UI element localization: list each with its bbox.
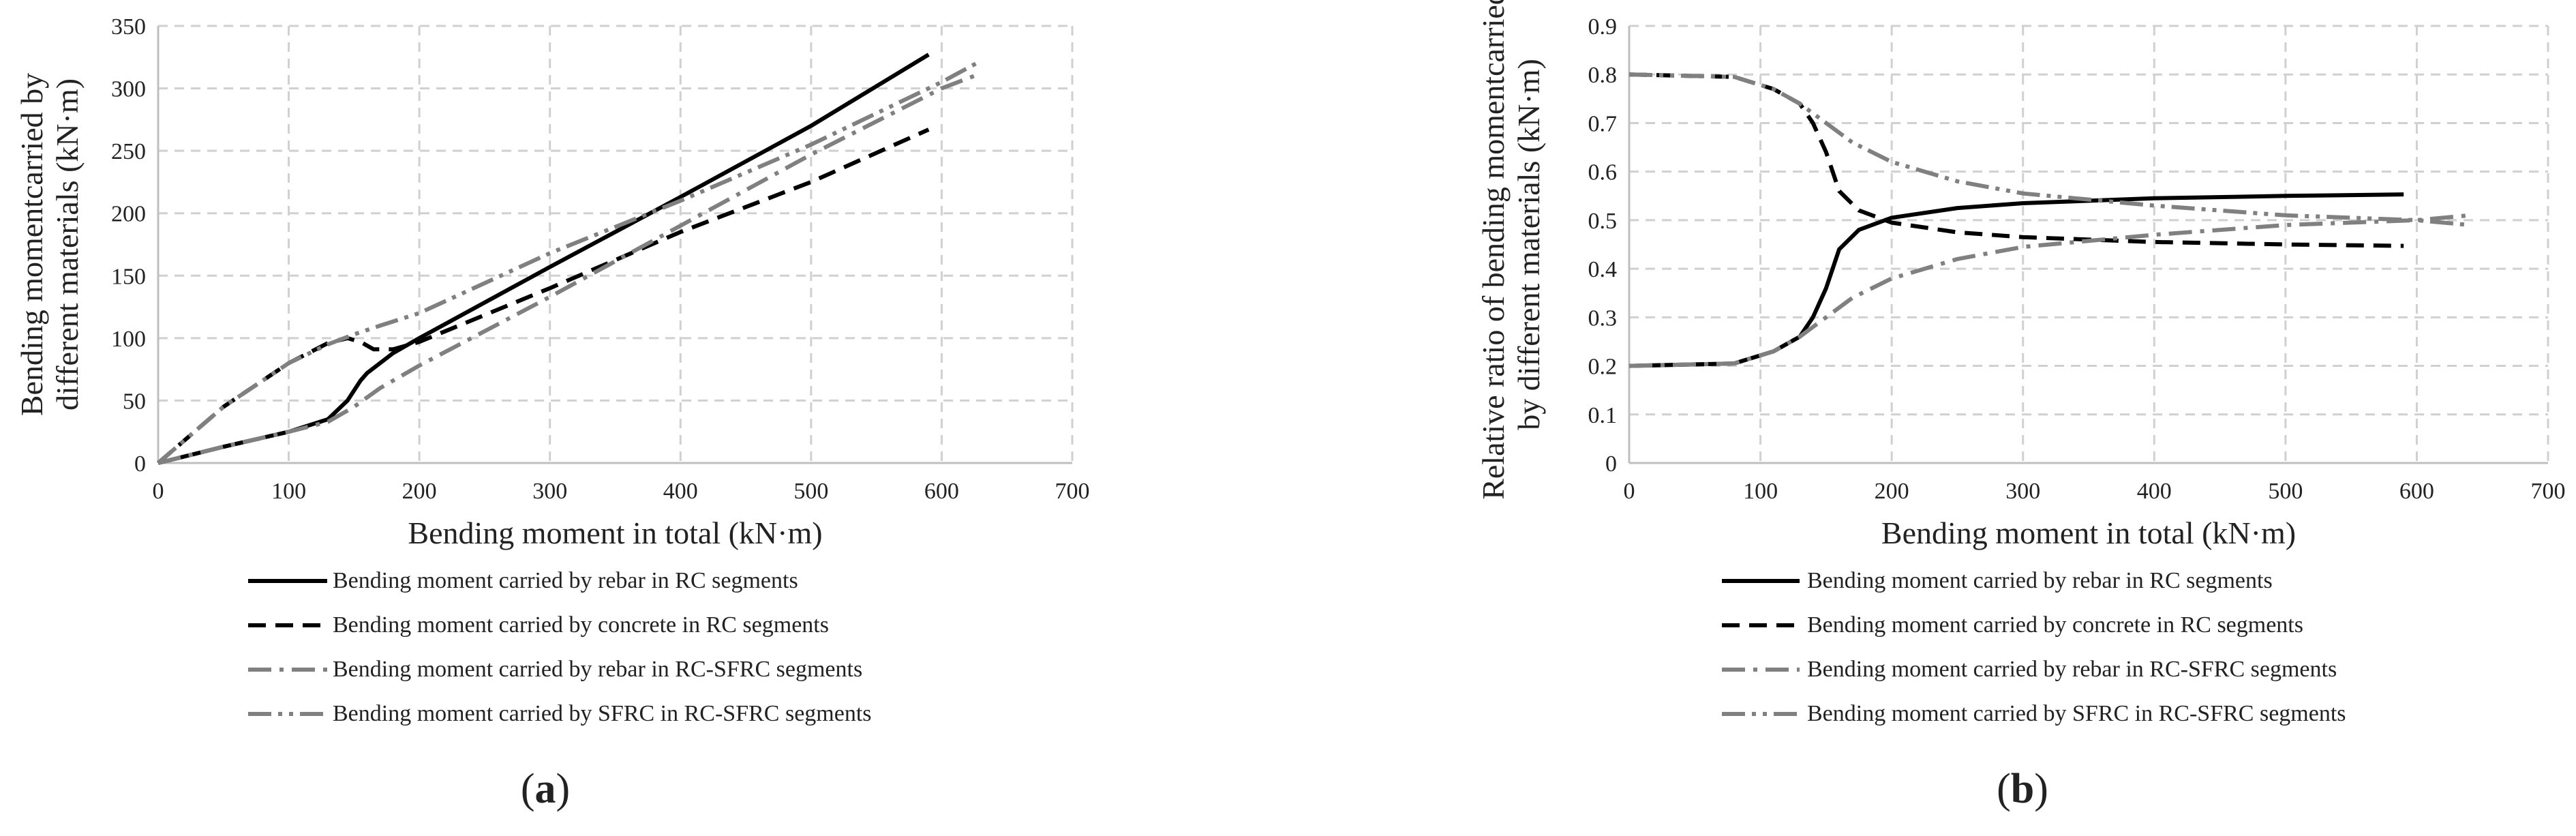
- y-tick-label: 250: [111, 139, 146, 164]
- x-tick-label: 300: [2005, 479, 2040, 504]
- y-tick-label: 0.1: [1588, 403, 1618, 428]
- series-line-2: [1628, 72, 2404, 248]
- x-tick-label: 400: [663, 479, 698, 504]
- legend-label-4: Bending moment carried by SFRC in RC-SFR…: [333, 701, 872, 726]
- y-tick-label: 350: [111, 14, 146, 40]
- y-axis-title: Bending momentcarried bydifferent materi…: [14, 73, 85, 416]
- x-tick-label: 100: [1743, 479, 1778, 504]
- y-tick-label: 150: [111, 264, 146, 289]
- series-line-3: [157, 71, 982, 465]
- y-tick-label: 0.2: [1588, 355, 1618, 380]
- series-line-4: [157, 59, 982, 465]
- legend-label-3: Bending moment carried by rebar in RC-SF…: [333, 657, 862, 682]
- x-tick-label: 600: [924, 479, 959, 504]
- x-axis-title: Bending moment in total (kN·m): [1881, 516, 2296, 550]
- x-tick-label: 200: [402, 479, 437, 504]
- series-line-4: [1628, 72, 2470, 227]
- y-tick-label: 50: [123, 389, 146, 414]
- y-tick-label: 0.9: [1588, 14, 1618, 40]
- x-tick-label: 600: [2399, 479, 2434, 504]
- y-tick-label: 0.7: [1588, 111, 1618, 136]
- y-axis-title: Relative ratio of bending momentcarriedb…: [1476, 0, 1546, 500]
- panel-a-chart: 0 50 100 150 200 250 300 350 0 100 200 300 400 500 600…: [14, 14, 1090, 812]
- y-tick-label: 200: [111, 202, 146, 227]
- y-tick-label: 0.5: [1588, 209, 1618, 234]
- x-tick-label: 200: [1875, 479, 1909, 504]
- x-tick-label: 700: [1055, 479, 1090, 504]
- x-tick-label: 500: [2268, 479, 2303, 504]
- series-line-3: [1628, 213, 2470, 368]
- x-axis-title: Bending moment in total (kN·m): [408, 516, 822, 550]
- legend-label-4: Bending moment carried by SFRC in RC-SFR…: [1807, 701, 2346, 726]
- y-tick-label: 0.6: [1588, 160, 1618, 185]
- legend-label-2: Bending moment carried by concrete in RC…: [1807, 612, 2303, 638]
- panel-caption: (a): [521, 766, 570, 812]
- x-tick-label: 500: [793, 479, 828, 504]
- x-tick-label: 300: [532, 479, 567, 504]
- legend-label-3: Bending moment carried by rebar in RC-SF…: [1807, 657, 2337, 682]
- panel-caption: (b): [1997, 766, 2048, 812]
- x-tick-label: 700: [2531, 479, 2566, 504]
- legend-label-1: Bending moment carried by rebar in RC se…: [333, 568, 798, 593]
- y-tick-label: 100: [111, 327, 146, 352]
- y-tick-label: 300: [111, 77, 146, 102]
- y-tick-label: 0.8: [1588, 63, 1618, 88]
- x-tick-label: 0: [153, 479, 164, 504]
- y-tick-label: 0: [1605, 451, 1617, 477]
- series-line-2: [157, 128, 930, 465]
- y-tick-label: 0: [134, 451, 146, 477]
- legend-label-1: Bending moment carried by rebar in RC se…: [1807, 568, 2273, 593]
- y-tick-label: 0.3: [1588, 305, 1618, 331]
- x-tick-label: 400: [2137, 479, 2172, 504]
- legend-label-2: Bending moment carried by concrete in RC…: [333, 612, 829, 638]
- panel-b-chart: 0 0.1 0.2 0.3 0.4 0.5 0.6 0.7 0.8 0.9 0 100 200 300 40…: [1476, 0, 2566, 812]
- x-tick-label: 0: [1624, 479, 1635, 504]
- series-line-1: [157, 53, 930, 465]
- y-tick-label: 0.4: [1588, 257, 1618, 282]
- x-tick-label: 100: [271, 479, 306, 504]
